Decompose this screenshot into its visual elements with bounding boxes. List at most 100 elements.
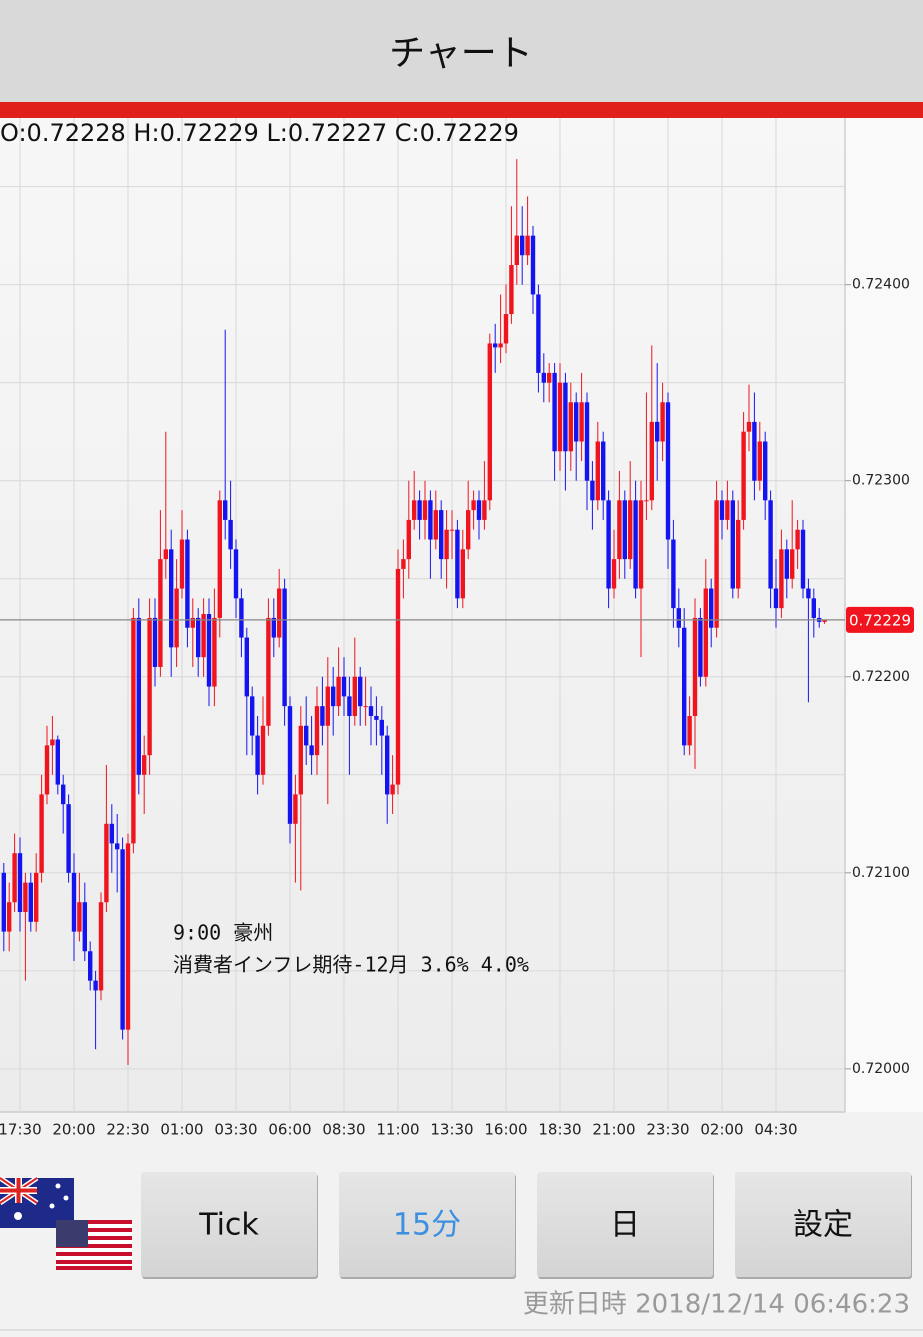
candle-body	[763, 441, 768, 501]
candle-body	[163, 549, 168, 560]
candle-body	[606, 500, 611, 589]
candle-body	[282, 588, 287, 707]
candle-body	[55, 739, 60, 785]
candle-body	[109, 823, 114, 844]
x-tick-label: 18:30	[538, 1121, 581, 1139]
candle-body	[671, 539, 676, 609]
candle-body	[568, 402, 573, 452]
candle-body	[822, 619, 827, 622]
candle-body	[287, 706, 293, 824]
header-bar	[0, 0, 923, 102]
button[interactable]	[537, 1172, 713, 1277]
candle-body	[493, 343, 498, 348]
candle-body	[385, 735, 390, 795]
candle-body	[23, 882, 28, 913]
candle-body	[325, 686, 330, 726]
candle-body	[628, 500, 633, 560]
candle-body	[82, 902, 87, 952]
candle-body	[698, 617, 703, 677]
candle-body	[768, 500, 773, 589]
candle-body	[206, 614, 212, 687]
ohlc-readout: O:0.72228 H:0.72229 L:0.72227 C:0.72229	[0, 119, 519, 147]
button[interactable]	[735, 1172, 911, 1277]
candle-body	[12, 853, 17, 903]
candle-body	[741, 431, 746, 520]
candle-body	[71, 872, 77, 932]
candle-body	[271, 617, 276, 638]
x-tick-label: 11:00	[376, 1121, 419, 1139]
candle-body	[77, 902, 82, 932]
candle-body	[61, 784, 66, 805]
chart: 0.72000 0.72100 0.72200 0.72300 0.72400 17:30…	[0, 118, 914, 1139]
candle-body	[455, 529, 460, 599]
button-label[interactable]: 日	[610, 1208, 640, 1243]
candle-body	[304, 725, 309, 746]
x-tick-label: 13:30	[430, 1121, 473, 1139]
button-label[interactable]: Tick	[198, 1208, 259, 1243]
x-tick-label: 21:00	[592, 1121, 635, 1139]
candle-body	[428, 500, 433, 540]
candle-body	[331, 686, 336, 707]
candle-body	[806, 588, 811, 599]
candle-body	[228, 519, 233, 550]
candle-body	[547, 372, 552, 383]
candle-body	[655, 421, 660, 442]
candle-body	[266, 617, 271, 726]
candle-body	[703, 588, 708, 677]
candle-body	[503, 314, 509, 344]
candle-body	[244, 637, 249, 697]
candle-body	[525, 235, 530, 256]
y-tick-label: 0.72000	[852, 1061, 910, 1077]
candle-body	[120, 849, 125, 1030]
candle-body	[466, 510, 471, 550]
x-tick-label: 04:30	[754, 1121, 797, 1139]
button[interactable]	[141, 1172, 317, 1277]
candle-body	[7, 902, 12, 932]
y-tick-label: 0.72100	[852, 865, 910, 881]
x-tick-label: 03:30	[214, 1121, 257, 1139]
candle-body	[212, 617, 217, 687]
candle-body	[579, 402, 584, 442]
candle-body	[725, 500, 730, 520]
candle-body	[347, 696, 352, 716]
candle-body	[293, 794, 298, 824]
candle-body	[638, 500, 644, 589]
x-tick-label: 17:30	[0, 1121, 42, 1139]
candle-body	[233, 549, 239, 599]
candle-body	[601, 441, 606, 501]
button-label[interactable]: 15分	[393, 1208, 461, 1243]
candle-body	[709, 588, 714, 628]
candle-body	[557, 382, 563, 452]
candle-body	[595, 441, 600, 501]
candle-body	[590, 480, 595, 501]
candle-body	[104, 823, 109, 903]
candle-body	[341, 676, 347, 697]
update-time: 更新日時 2018/12/14 06:46:23	[523, 1290, 910, 1320]
y-tick-label: 0.72400	[852, 277, 910, 293]
candle-body	[520, 235, 525, 256]
event-annotation: 9:00 豪州	[173, 921, 273, 945]
y-tick-label: 0.72300	[852, 473, 910, 489]
candle-body	[88, 951, 93, 981]
candle-body	[676, 608, 681, 628]
candle-body	[131, 617, 136, 844]
candle-body	[142, 755, 147, 775]
candle-body	[563, 382, 568, 452]
event-annotation: 消費者インフレ期待-12月 3.6% 4.0%	[173, 953, 529, 977]
button-label[interactable]: 設定	[793, 1208, 853, 1243]
candle-body	[239, 598, 244, 638]
candle-body	[201, 614, 206, 658]
candle-body	[471, 500, 476, 511]
candle-body	[811, 598, 816, 618]
candle-body	[401, 559, 406, 569]
candle-body	[352, 676, 357, 716]
button[interactable]	[339, 1172, 515, 1277]
candle-body	[260, 725, 266, 775]
candle-body	[752, 421, 757, 481]
candle-body	[687, 715, 692, 746]
current-price-label: 0.72229	[849, 611, 911, 629]
candle-body	[422, 500, 428, 520]
candle-body	[217, 500, 222, 618]
candle-body	[784, 549, 789, 579]
candle-body	[487, 343, 492, 501]
